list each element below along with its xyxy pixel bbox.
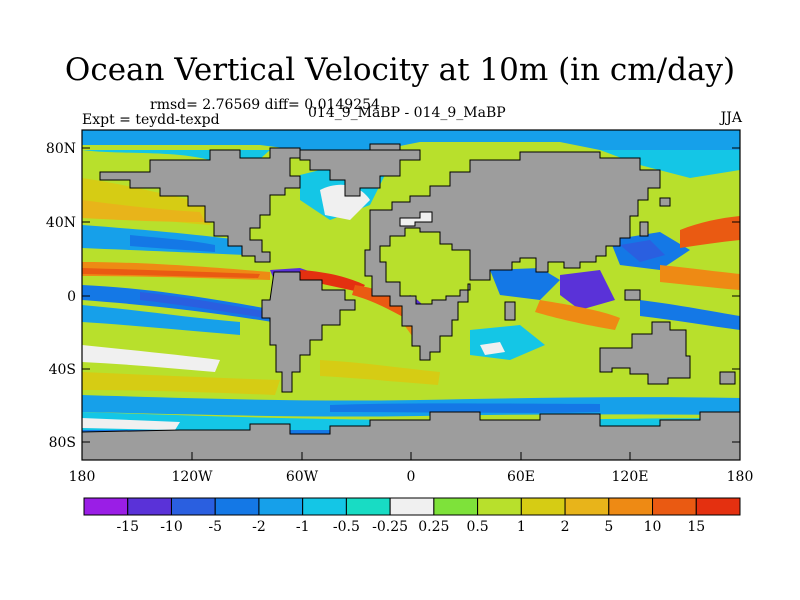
experiment-label: Expt = teydd-texpd xyxy=(82,112,220,128)
colorbar xyxy=(83,497,741,516)
season-label: JJA xyxy=(720,110,742,126)
colorbar-swatch xyxy=(258,497,304,516)
x-tick-label: 120E xyxy=(612,469,649,485)
colorbar-label: 0.25 xyxy=(418,519,449,535)
colorbar-swatch xyxy=(127,497,172,516)
x-tick-label: 60E xyxy=(507,469,535,485)
y-tick-label: 40N xyxy=(46,215,76,231)
x-axis-labels: 180 120W 60W 0 60E 120E 180 xyxy=(69,469,754,485)
colorbar-swatch xyxy=(83,497,129,516)
colorbar-swatch xyxy=(564,497,610,516)
colorbar-swatch xyxy=(652,497,697,516)
x-tick-label: 180 xyxy=(727,469,754,485)
colorbar-swatch xyxy=(214,497,260,516)
colorbar-label: -0.25 xyxy=(372,519,408,535)
colorbar-label: 15 xyxy=(687,519,705,535)
greenland xyxy=(299,149,421,197)
y-tick-label: 40S xyxy=(49,362,76,378)
ocean-field xyxy=(82,130,740,460)
y-tick-label: 80N xyxy=(46,141,76,157)
colorbar-label: -10 xyxy=(160,519,183,535)
map-title: Ocean Vertical Velocity at 10m (in cm/da… xyxy=(64,52,736,88)
colorbar-swatch xyxy=(433,497,479,516)
colorbar-label: -1 xyxy=(296,519,310,535)
colorbar-label: 0.5 xyxy=(466,519,488,535)
colorbar-swatch xyxy=(477,497,522,516)
colorbar-label: -5 xyxy=(208,519,222,535)
x-tick-label: 180 xyxy=(69,469,96,485)
y-axis-labels: 80N 40N 0 40S 80S xyxy=(46,141,76,451)
colorbar-label: 2 xyxy=(561,519,570,535)
y-tick-label: 0 xyxy=(67,289,76,305)
tick-marks xyxy=(81,147,741,460)
colorbar-swatch xyxy=(695,497,741,516)
colorbar-swatch xyxy=(302,497,347,516)
colorbar-label: 10 xyxy=(644,519,662,535)
colorbar-label: -0.5 xyxy=(333,519,360,535)
colorbar-swatch xyxy=(608,497,654,516)
colorbar-label: -2 xyxy=(252,519,266,535)
colorbar-label: 1 xyxy=(517,519,526,535)
run-comparison-label: 014_9_MaBP - 014_9_MaBP xyxy=(308,105,506,121)
colorbar-label: -15 xyxy=(116,519,139,535)
x-tick-label: 0 xyxy=(407,469,416,485)
y-tick-label: 80S xyxy=(49,435,76,451)
x-tick-label: 120W xyxy=(171,469,213,485)
colorbar-label: 5 xyxy=(604,519,613,535)
rmsd-diff-label: rmsd= 2.76569 diff= 0.0149254 xyxy=(150,97,380,113)
land-masses xyxy=(82,143,740,460)
colorbar-swatch xyxy=(170,497,216,516)
colorbar-swatch xyxy=(520,497,566,516)
x-tick-label: 60W xyxy=(286,469,319,485)
colorbar-labels: -15 -10 -5 -2 -1 -0.5 -0.25 0.25 0.5 1 2… xyxy=(116,519,705,535)
colorbar-swatch xyxy=(389,497,435,516)
colorbar-swatch xyxy=(345,497,391,516)
